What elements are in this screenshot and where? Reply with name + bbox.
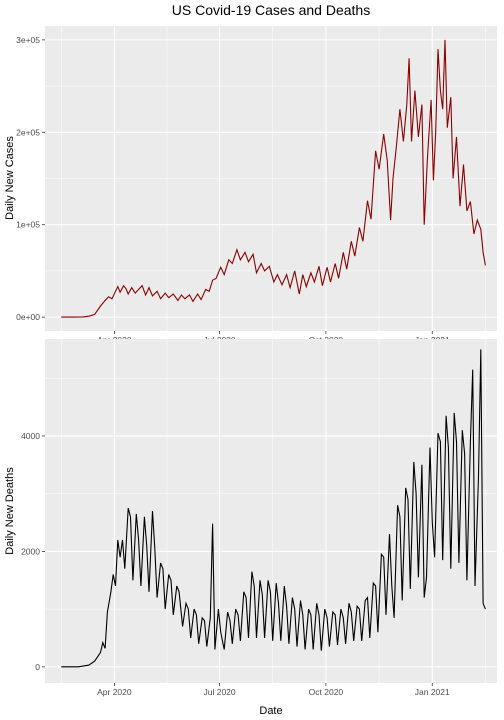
y-tick-label: 0e+00 <box>16 312 40 322</box>
deaths-x-axis: Apr 2020 Jul 2020 Oct 2020 Jan 2021 <box>97 683 450 697</box>
y-tick-label: 4000 <box>21 431 40 441</box>
deaths-series-line <box>61 349 486 668</box>
y-tick-label: 2000 <box>21 546 40 556</box>
cases-grid <box>45 26 497 331</box>
cases-y-axis-title: Daily New Cases <box>4 136 16 220</box>
y-tick-label: 1e+05 <box>16 220 40 230</box>
x-tick-label: Jan 2021 <box>415 687 450 697</box>
deaths-panel: Apr 2020 Jul 2020 Oct 2020 Jan 2021 0 2000 40… <box>4 339 497 717</box>
cases-y-axis: 0e+00 1e+05 2e+05 3e+05 <box>16 35 45 322</box>
deaths-panel-background <box>45 339 497 683</box>
chart-title: US Covid-19 Cases and Deaths <box>172 2 370 18</box>
y-tick-label: 2e+05 <box>16 127 40 137</box>
x-tick-label: Apr 2020 <box>97 687 132 697</box>
deaths-y-axis: 0 2000 4000 <box>21 431 45 672</box>
y-tick-label: 3e+05 <box>16 35 40 45</box>
x-axis-title: Date <box>259 705 282 717</box>
y-tick-label: 0 <box>35 662 40 672</box>
x-tick-label: Oct 2020 <box>309 687 344 697</box>
x-tick-label: Jul 2020 <box>203 687 235 697</box>
cases-series-line <box>61 39 486 318</box>
deaths-y-axis-title: Daily New Deaths <box>4 467 16 555</box>
